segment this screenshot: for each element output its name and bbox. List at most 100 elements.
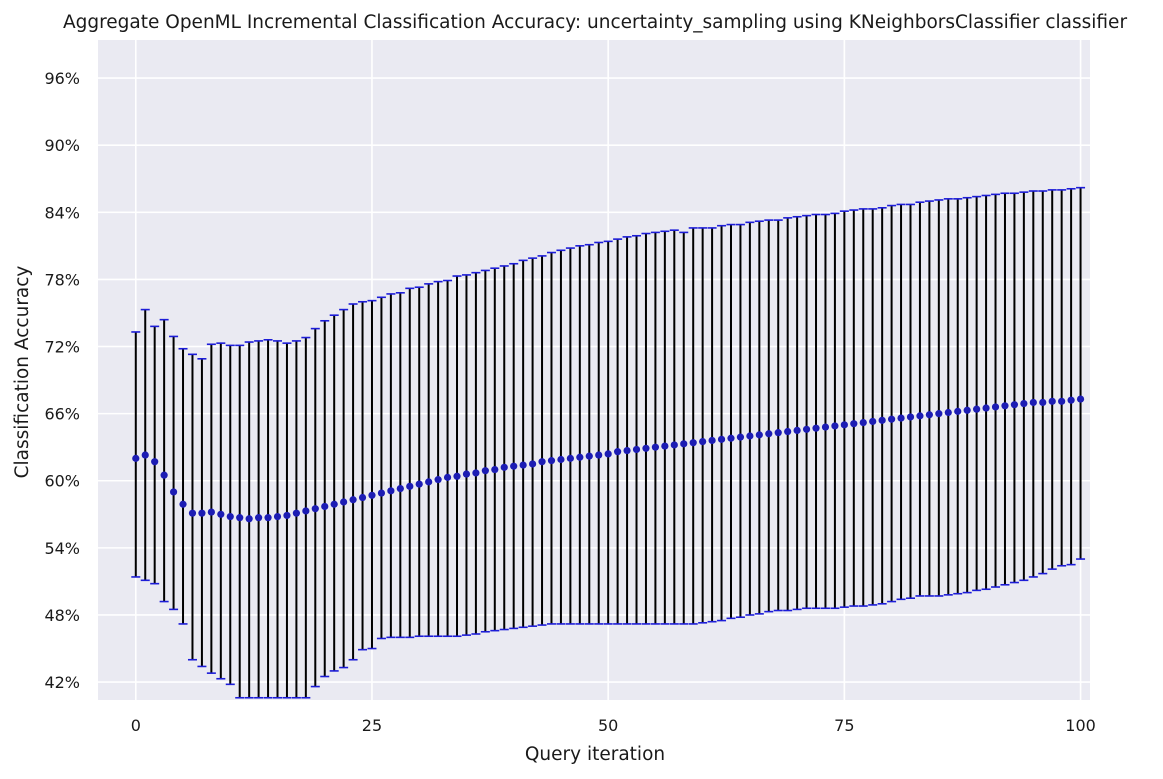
error-bar	[433, 280, 443, 638]
error-bar	[613, 238, 623, 625]
error-bar	[131, 331, 141, 578]
mean-point	[1058, 397, 1066, 405]
mean-point	[793, 426, 801, 435]
mean-point	[973, 405, 981, 413]
error-bar	[405, 287, 415, 639]
mean-point	[840, 421, 848, 429]
mean-point	[1048, 397, 1056, 405]
error-bar	[764, 219, 774, 613]
mean-point	[1020, 399, 1028, 408]
mean-point	[198, 509, 206, 517]
mean-point	[462, 470, 471, 478]
mean-point	[415, 480, 423, 488]
mean-point	[302, 507, 310, 515]
error-bar	[584, 243, 594, 625]
mean-point	[878, 416, 886, 424]
mean-point	[321, 502, 329, 511]
error-bar	[187, 353, 197, 661]
error-bar	[669, 229, 679, 625]
mean-point	[1010, 401, 1019, 409]
y-axis-ticks: 42% 48% 54% 60% 66% 72% 78% 84% 90% 96%	[44, 69, 80, 692]
error-bar	[159, 318, 169, 603]
error-bar	[820, 213, 830, 610]
error-bar	[386, 293, 396, 639]
mean-point	[632, 445, 641, 454]
mean-point	[680, 440, 688, 448]
mean-point	[963, 406, 971, 414]
error-bar	[575, 245, 585, 625]
error-bar	[1066, 187, 1076, 566]
mean-point	[406, 482, 414, 490]
error-bar	[962, 196, 972, 594]
mean-point	[188, 509, 197, 517]
y-tick-label: 60%	[44, 472, 80, 491]
y-tick-label: 42%	[44, 673, 80, 692]
mean-point	[349, 496, 357, 504]
error-bar	[395, 292, 405, 639]
mean-point	[708, 436, 716, 445]
mean-point	[670, 441, 678, 449]
mean-point	[1067, 396, 1075, 404]
mean-point	[850, 420, 858, 428]
error-bar	[235, 344, 245, 699]
error-bar	[934, 199, 944, 597]
x-tick-label: 25	[362, 716, 382, 735]
error-bars	[131, 186, 1086, 699]
error-bar	[443, 279, 453, 638]
error-bar	[877, 206, 887, 605]
error-bar	[348, 303, 358, 661]
mean-point	[557, 455, 565, 464]
mean-point	[169, 488, 178, 496]
error-bar	[660, 230, 670, 625]
mean-point	[991, 403, 1000, 411]
mean-point	[982, 404, 990, 412]
mean-point	[689, 439, 697, 447]
x-axis-ticks: 0 25 50 75 100	[131, 716, 1096, 735]
error-bar	[641, 232, 651, 625]
mean-point	[765, 430, 773, 438]
error-bar	[887, 204, 897, 603]
mean-point	[396, 484, 404, 493]
mean-point	[547, 457, 556, 465]
error-bar	[811, 213, 821, 610]
chart-title: Aggregate OpenML Incremental Classificat…	[63, 12, 1128, 33]
mean-point	[368, 491, 376, 499]
mean-point	[160, 471, 168, 479]
error-bar	[565, 247, 575, 625]
error-bar	[1038, 190, 1048, 575]
mean-point	[746, 432, 754, 440]
mean-point	[699, 437, 707, 446]
error-bar	[622, 236, 632, 625]
x-axis-label: Query iteration	[525, 744, 665, 765]
mean-point	[264, 514, 272, 522]
error-bar	[792, 215, 802, 611]
mean-point	[727, 434, 735, 442]
error-bar	[518, 259, 528, 629]
error-bar	[981, 194, 991, 591]
mean-point	[425, 478, 433, 486]
mean-point	[236, 514, 244, 522]
error-bar	[414, 286, 424, 638]
y-axis-label: Classification Accuracy	[12, 266, 33, 479]
error-bar	[868, 208, 878, 606]
error-bar	[452, 275, 462, 638]
error-bar	[424, 283, 434, 638]
mean-point	[661, 442, 669, 450]
error-bar	[329, 314, 339, 672]
mean-point	[1029, 398, 1037, 407]
error-bar	[594, 241, 604, 625]
mean-point	[916, 412, 924, 420]
mean-point	[453, 472, 461, 480]
error-bar	[698, 227, 708, 624]
mean-point	[151, 458, 159, 466]
error-bar	[282, 342, 292, 699]
mean-point	[736, 433, 745, 441]
mean-point	[519, 461, 527, 469]
error-bar	[603, 240, 613, 625]
error-bar	[509, 262, 519, 630]
mean-point	[377, 489, 386, 497]
mean-point	[179, 500, 187, 508]
error-bar	[499, 265, 509, 631]
error-bar	[1028, 190, 1038, 578]
